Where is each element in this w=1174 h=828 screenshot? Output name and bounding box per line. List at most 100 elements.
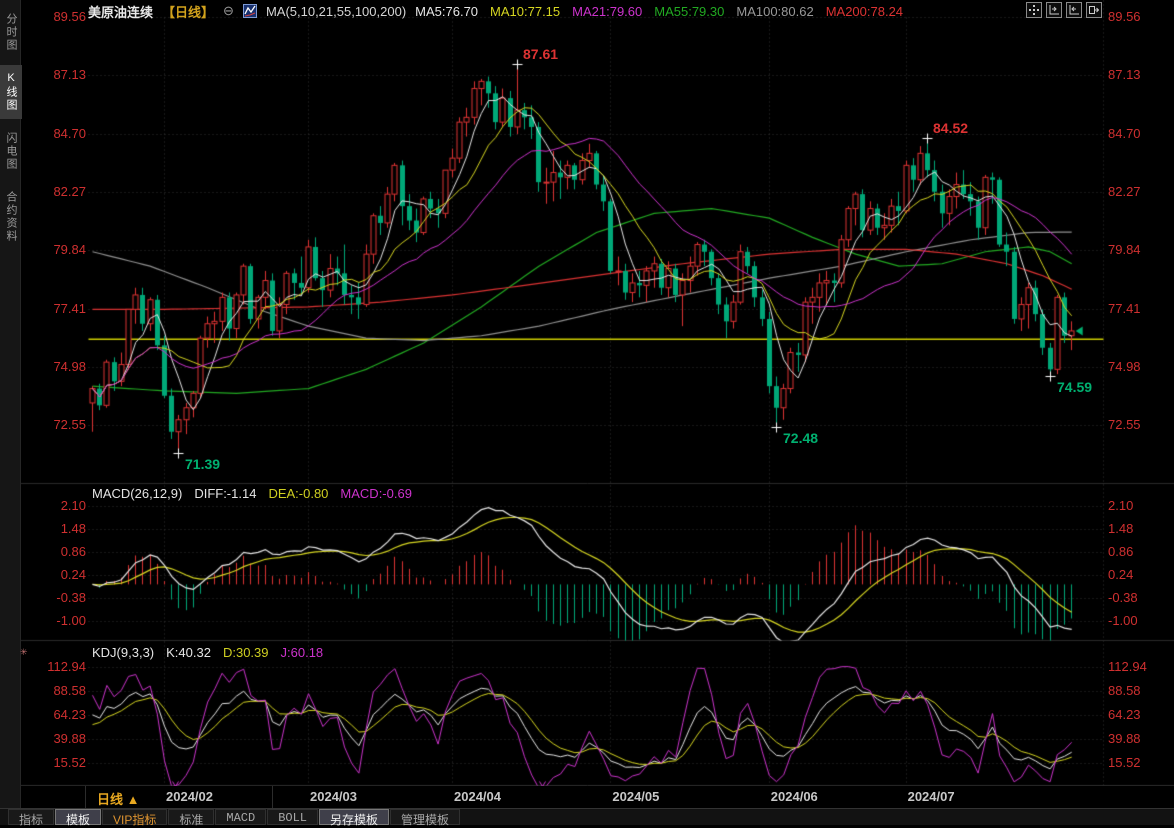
y-axis-label: 39.88 <box>53 731 86 746</box>
y-axis-label: 0.86 <box>60 543 86 559</box>
y-axis-label: 64.23 <box>1108 707 1141 722</box>
macd-title: MACD(26,12,9) <box>92 486 183 501</box>
macd-header: MACD(26,12,9) DIFF:-1.14 DEA:-0.80 MACD:… <box>92 486 412 501</box>
y-axis-label: 112.94 <box>47 659 86 674</box>
macd-diff-value: DIFF:-1.14 <box>194 486 257 501</box>
ma-value-label: MA100:80.62 <box>736 3 814 19</box>
y-axis-label: 74.98 <box>53 358 86 374</box>
y-axis-label: 64.23 <box>53 707 86 722</box>
ma-value-label: MA5:76.70 <box>415 3 479 19</box>
macd-value: MACD:-0.69 <box>340 486 412 501</box>
price-annotation: 71.39 <box>185 456 221 472</box>
y-axis-label: 84.70 <box>53 125 86 141</box>
macd-dea-value: DEA:-0.80 <box>268 486 329 501</box>
y-axis-label: 87.13 <box>53 67 86 83</box>
price-annotation: 72.48 <box>783 430 819 446</box>
kdj-d-value: D:30.39 <box>222 645 269 660</box>
y-axis-label: 1.48 <box>1108 520 1134 536</box>
ma-values: MA5:76.70 MA10:77.15 MA21:79.60 MA55:79.30 M… <box>415 4 903 19</box>
y-axis-label: 2.10 <box>60 497 86 513</box>
y-axis-label: 79.84 <box>1108 242 1141 258</box>
period-label: 日线 <box>97 792 124 807</box>
x-axis-label: 2024/04 <box>454 789 501 804</box>
y-axis-label: 2.10 <box>1108 497 1134 513</box>
y-axis-label: 89.56 <box>1108 9 1141 24</box>
chart-header: 美原油连续 【日线】 ⊖ MA(5,10,21,55,100,200) MA5:… <box>88 3 903 20</box>
y-axis-label: 82.27 <box>53 183 86 199</box>
x-axis-label: 2024/05 <box>612 789 660 804</box>
y-axis-label: 72.55 <box>1108 417 1141 433</box>
period-selector[interactable]: 日线 ▲ <box>97 789 140 808</box>
compress-left-icon[interactable] <box>1046 2 1062 18</box>
y-axis-label: -0.38 <box>1108 589 1138 605</box>
sidebar-item-kline-chart[interactable]: K线图 <box>0 65 22 119</box>
y-axis-label: 15.52 <box>53 755 86 770</box>
y-axis-label: 82.27 <box>1108 183 1141 199</box>
ma-value-label: MA55:79.30 <box>654 3 725 19</box>
tab-manage-template[interactable]: 管理模板 <box>390 809 461 827</box>
y-axis-label: 0.24 <box>60 566 86 582</box>
x-axis-label: 2024/02 <box>166 789 213 804</box>
ma-value-label: MA21:79.60 <box>572 3 643 19</box>
y-axis-label: -0.38 <box>56 589 86 605</box>
tab-boll[interactable]: BOLL <box>267 809 319 825</box>
y-axis-label: 89.56 <box>53 9 86 24</box>
ma-value-label: MA10:77.15 <box>490 3 561 19</box>
tab-save-template[interactable]: 另存模板 <box>319 809 390 827</box>
x-axis-label: 2024/07 <box>907 789 955 804</box>
y-axis-label: 88.58 <box>1108 683 1141 698</box>
shift-panel-icon[interactable] <box>1086 2 1102 18</box>
kdj-header: KDJ(9,3,3) K:40.32 D:30.39 J:60.18 <box>92 645 323 660</box>
date-row-separator <box>272 786 273 808</box>
price-annotation: 84.52 <box>933 120 969 136</box>
tab-standard[interactable]: 标准 <box>168 809 215 827</box>
y-axis-label: 79.84 <box>53 242 86 258</box>
crosshair-icon[interactable] <box>1026 2 1042 18</box>
indicator-chart-icon[interactable] <box>242 4 257 18</box>
y-axis-label: -1.00 <box>56 613 86 628</box>
price-annotation: 87.61 <box>523 46 559 62</box>
sidebar-item-lightning-chart[interactable]: 闪电图 <box>5 132 17 171</box>
kdj-k-value: K:40.32 <box>166 645 211 660</box>
y-axis-label: 77.41 <box>1108 300 1141 316</box>
y-axis-label: 39.88 <box>1108 731 1141 746</box>
tab-vip-indicators[interactable]: VIP指标 <box>102 809 168 827</box>
y-axis-label: 15.52 <box>1108 755 1141 770</box>
y-axis-label: 0.24 <box>1108 566 1134 582</box>
y-axis-label: 88.58 <box>53 683 86 698</box>
y-axis-label: -1.00 <box>1108 613 1138 628</box>
toolbar-icons <box>1026 2 1102 18</box>
y-axis-label: 72.55 <box>53 417 86 433</box>
x-axis-label: 2024/06 <box>770 789 818 804</box>
y-axis-label: 87.13 <box>1108 67 1141 83</box>
period-arrow-icon: ▲ <box>126 792 140 807</box>
date-axis-row <box>20 786 1174 808</box>
period-tag: 【日线】 <box>162 4 215 20</box>
ma-value-label: MA200:78.24 <box>825 3 904 19</box>
sidebar-item-contract-info[interactable]: 合约资料 <box>5 191 17 243</box>
tab-macd[interactable]: MACD <box>215 809 267 825</box>
compress-right-icon[interactable] <box>1066 2 1082 18</box>
collapse-icon[interactable]: ⊖ <box>223 3 234 18</box>
tab-indicators[interactable]: 指标 <box>8 809 55 827</box>
x-axis-label: 2024/03 <box>310 789 357 804</box>
y-axis-label: 1.48 <box>60 520 86 536</box>
panel-marker-icon: ✳ <box>20 647 28 657</box>
symbol-name: 美原油连续 <box>88 4 154 20</box>
sidebar-item-time-chart[interactable]: 分时图 <box>5 13 17 52</box>
kdj-title: KDJ(9,3,3) <box>92 645 155 660</box>
tab-templates[interactable]: 模板 <box>55 809 102 827</box>
date-row-separator <box>85 786 86 808</box>
y-axis-label: 74.98 <box>1108 358 1141 374</box>
kdj-j-value: J:60.18 <box>280 645 324 660</box>
price-annotation: 74.59 <box>1057 379 1093 395</box>
y-axis-label: 84.70 <box>1108 125 1141 141</box>
ma-params-label: MA(5,10,21,55,100,200) <box>265 3 407 19</box>
y-axis-label: 112.94 <box>1108 659 1147 674</box>
y-axis-label: 0.86 <box>1108 543 1134 559</box>
y-axis-label: 77.41 <box>53 300 86 316</box>
bottom-tab-bar: 指标 模板 VIP指标 标准 MACD BOLL 另存模板 管理模板 <box>0 808 1174 827</box>
left-sidebar: 分时图 K线图 闪电图 合约资料 <box>0 0 22 808</box>
